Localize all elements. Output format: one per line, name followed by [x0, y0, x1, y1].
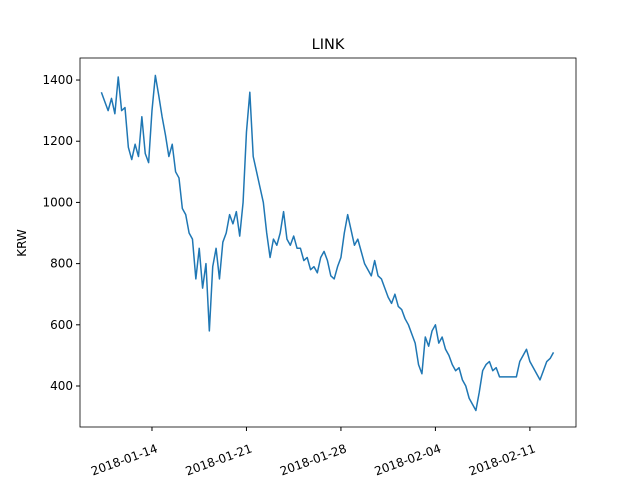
y-tick-label: 1200 [42, 134, 73, 148]
x-tick-label: 2018-01-14 [89, 441, 159, 478]
x-tick-label: 2018-01-28 [278, 441, 348, 478]
y-tick-label: 600 [50, 318, 73, 332]
x-tick-label: 2018-02-11 [467, 441, 537, 478]
y-tick-label: 1000 [42, 195, 73, 209]
x-tick-label: 2018-02-04 [373, 441, 443, 478]
y-tick-label: 400 [50, 379, 73, 393]
plot-frame [79, 57, 577, 428]
x-tick-label: 2018-01-21 [184, 441, 254, 478]
chart-title: LINK [312, 37, 345, 53]
y-tick-label: 1400 [42, 73, 73, 87]
y-axis-label: KRW [15, 229, 29, 257]
y-tick-label: 800 [50, 257, 73, 271]
data-line [100, 74, 555, 412]
